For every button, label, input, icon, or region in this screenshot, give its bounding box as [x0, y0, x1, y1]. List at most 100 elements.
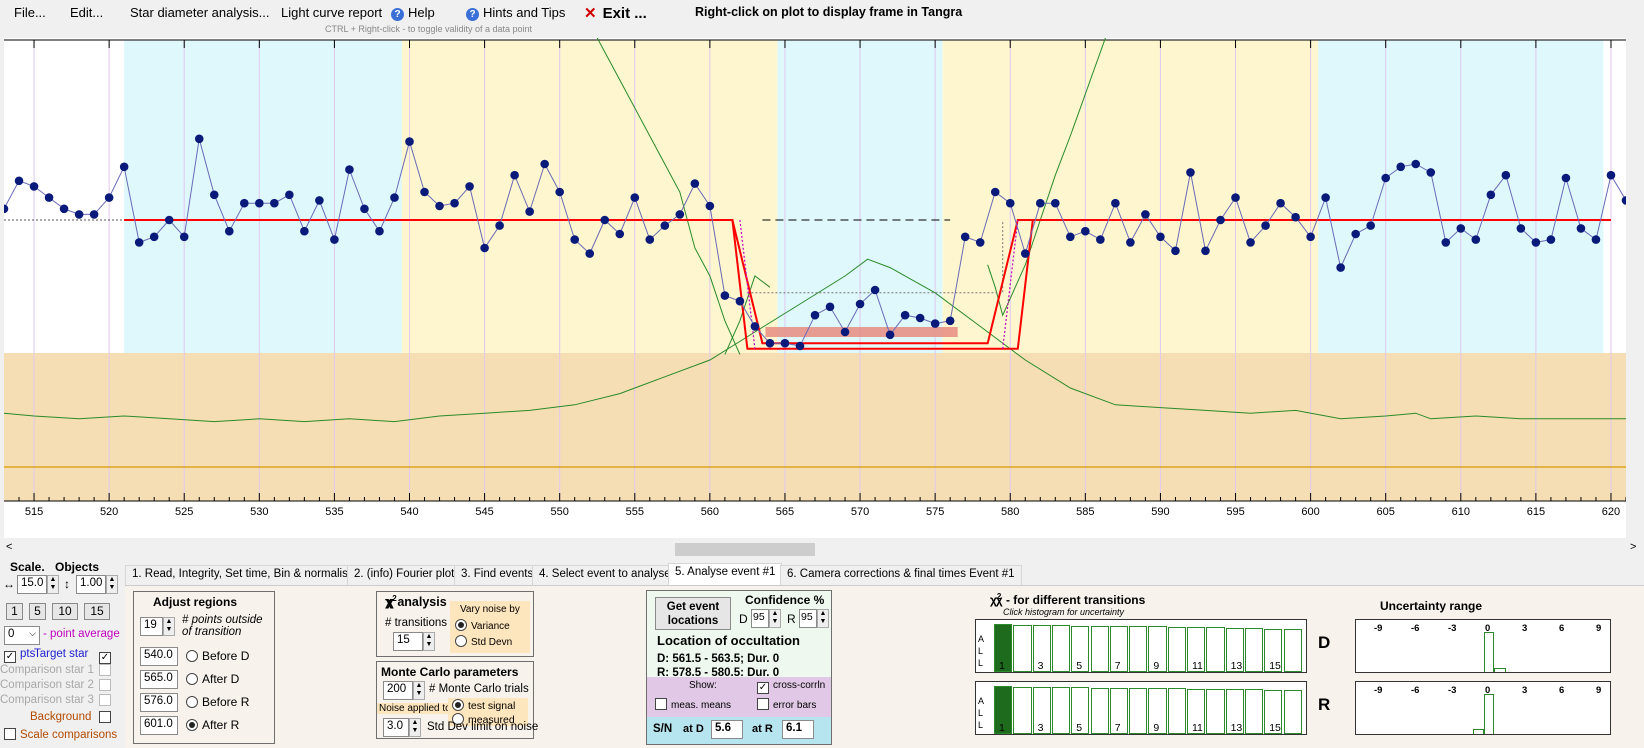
chi-histogram-bar[interactable] — [994, 624, 1013, 672]
scale-y-input[interactable]: 1.00 — [76, 575, 106, 594]
scale-comparisons-checkbox[interactable]: Scale comparisons — [4, 728, 117, 741]
scale-y-spinner[interactable]: ▲ ▼ — [106, 575, 118, 594]
confidence-r-spinner[interactable]: ▲ ▼ — [817, 609, 829, 628]
chi-histogram-bar[interactable] — [1264, 689, 1283, 734]
chi-histogram-bar[interactable] — [1090, 687, 1109, 734]
std-limit-spinner[interactable]: ▲ ▼ — [409, 718, 421, 737]
scale-x-input[interactable]: 15.0 — [17, 575, 47, 594]
scale-15-button[interactable]: 15 — [84, 603, 110, 620]
comparison-star-3-checkbox[interactable] — [99, 693, 115, 707]
menu-edit[interactable]: Edit... — [70, 5, 104, 20]
chi-histogram-bar[interactable] — [1013, 625, 1032, 672]
chi-histogram-bar[interactable] — [1109, 625, 1129, 672]
data-point — [795, 341, 805, 351]
tab-read-integrity[interactable]: 1. Read, Integrity, Set time, Bin & norm… — [125, 565, 362, 585]
confidence-d-input[interactable]: 95 — [751, 609, 769, 628]
chi-histogram-bar[interactable] — [1071, 625, 1090, 672]
tab-analyse-event[interactable]: 5. Analyse event #1 — [668, 563, 783, 585]
before-r-radio[interactable]: Before R — [186, 695, 249, 709]
confidence-d-spinner[interactable]: ▲ ▼ — [769, 609, 781, 628]
chi-histogram-bar[interactable] — [1264, 628, 1283, 672]
menu-help[interactable]: ? Help — [391, 5, 435, 21]
uncertainty-histogram-r[interactable]: -9 -6 -3 0 3 6 9 — [1355, 681, 1611, 735]
chi-histogram-bar[interactable] — [1013, 686, 1032, 734]
transitions-spinner[interactable]: ▲ ▼ — [423, 632, 435, 651]
tab-fourier-plot[interactable]: 2. (info) Fourier plot — [347, 565, 462, 585]
tab-camera-corrections[interactable]: 6. Camera corrections & final times Even… — [780, 565, 1022, 585]
chi-histogram-bar[interactable] — [1244, 689, 1264, 734]
chi-histogram-bar[interactable] — [1206, 688, 1225, 734]
pts-checkbox[interactable]: ✓ pts — [4, 648, 36, 663]
points-outside-spinner[interactable]: ▲ ▼ — [163, 617, 175, 636]
confidence-r-input[interactable]: 95 — [799, 609, 817, 628]
chi-histogram-bar[interactable] — [1032, 686, 1051, 734]
chi-histogram-bar[interactable] — [1109, 687, 1129, 734]
chi-histogram-bar[interactable] — [1090, 625, 1109, 672]
chi-histogram-bar[interactable] — [1225, 689, 1244, 734]
measured-radio[interactable]: measured — [452, 713, 515, 726]
chi-histogram-bar[interactable] — [1051, 687, 1071, 734]
menu-light-curve-report[interactable]: Light curve report — [281, 5, 383, 20]
uncertainty-histogram-d[interactable]: -9 -6 -3 0 3 6 9 — [1355, 619, 1611, 673]
scale-10-button[interactable]: 10 — [52, 603, 78, 620]
vary-std-radio[interactable]: Std Devn — [455, 635, 512, 648]
comparison-star-1-checkbox[interactable] — [99, 663, 115, 677]
menu-exit[interactable]: ✕ Exit ... — [584, 4, 647, 22]
scale-1-button[interactable]: 1 — [6, 603, 23, 620]
tab-select-event[interactable]: 4. Select event to analyse — [532, 565, 678, 585]
comparison-star-2-checkbox[interactable] — [99, 678, 115, 692]
error-bars-checkbox[interactable]: error bars — [757, 698, 816, 711]
monte-carlo-trials-input[interactable]: 200 — [383, 681, 413, 700]
chi-histogram-bar[interactable] — [1244, 627, 1264, 672]
monte-carlo-trials-spinner[interactable]: ▲ ▼ — [413, 681, 425, 700]
chi-histogram-bar[interactable] — [1032, 625, 1051, 672]
scale-5-button[interactable]: 5 — [29, 603, 46, 620]
background-checkbox[interactable] — [99, 710, 115, 724]
chi-histogram-bar[interactable] — [1129, 626, 1148, 672]
chi-histogram-bar[interactable] — [1071, 687, 1090, 734]
menu-hints[interactable]: ? Hints and Tips — [466, 5, 565, 21]
points-outside-input[interactable]: 19 — [140, 617, 163, 636]
after-d-input[interactable]: 565.0 — [140, 670, 178, 689]
get-event-locations-button[interactable]: Get event locations — [655, 597, 731, 630]
transitions-input[interactable]: 15 — [393, 632, 423, 651]
chi-histogram-r[interactable]: A L L 1 3 5 7 9 11 13 15 — [975, 681, 1307, 735]
after-d-radio[interactable]: After D — [186, 672, 239, 686]
chi-histogram-bar[interactable] — [1187, 688, 1206, 734]
meas-means-checkbox[interactable]: meas. means — [655, 698, 731, 711]
chi-histogram-bar[interactable] — [1225, 627, 1244, 672]
scroll-thumb[interactable] — [675, 543, 815, 556]
chi-histogram-bar[interactable] — [1167, 626, 1186, 672]
chi-histogram-bar[interactable] — [1187, 626, 1206, 672]
plot-horizontal-scrollbar[interactable]: < > — [0, 541, 1644, 558]
chi-histogram-bar[interactable] — [1167, 688, 1186, 734]
chi-histogram-bar[interactable] — [1283, 628, 1302, 672]
cross-correlation-checkbox[interactable]: ✓ cross-corrln — [757, 680, 826, 694]
point-average-select[interactable]: 0 ⌵ — [4, 626, 40, 645]
before-r-input[interactable]: 576.0 — [140, 693, 178, 712]
before-d-input[interactable]: 540.0 — [140, 647, 178, 666]
chi-histogram-bar[interactable] — [1206, 627, 1225, 672]
scale-x-spinner[interactable]: ▲ ▼ — [47, 575, 59, 594]
chi-histogram-bar[interactable] — [1283, 690, 1302, 734]
menu-file[interactable]: File... — [14, 5, 46, 20]
scroll-left-arrow-icon[interactable]: < — [6, 541, 13, 553]
chi-histogram-d[interactable]: A L L 1 3 5 7 9 11 13 15 — [975, 619, 1307, 673]
chi-histogram-bar[interactable] — [1148, 688, 1167, 734]
chi-histogram-bar[interactable] — [994, 686, 1013, 734]
tab-find-events[interactable]: 3. Find events — [454, 565, 541, 585]
menu-star-diameter[interactable]: Star diameter analysis... — [130, 5, 270, 20]
std-limit-input[interactable]: 3.0 — [383, 718, 409, 737]
light-curve-plot[interactable]: 515 520 525 530 535 540 545 550 555 560 565 570 575 5… — [4, 38, 1626, 538]
chi-histogram-bar[interactable] — [1129, 687, 1148, 734]
vary-variance-radio[interactable]: Variance — [455, 619, 510, 632]
light-curve-svg[interactable]: 515 520 525 530 535 540 545 550 555 560 565 570 575 5… — [4, 38, 1626, 538]
after-r-input[interactable]: 601.0 — [140, 716, 178, 735]
test-signal-radio[interactable]: test signal — [452, 699, 515, 712]
chi-histogram-bar[interactable] — [1148, 626, 1167, 672]
scroll-right-arrow-icon[interactable]: > — [1630, 541, 1637, 553]
after-r-radio[interactable]: After R — [186, 718, 239, 732]
chi-histogram-bar[interactable] — [1051, 625, 1071, 672]
before-d-radio[interactable]: Before D — [186, 649, 249, 663]
target-star-checkbox[interactable]: ✓ — [99, 647, 115, 664]
